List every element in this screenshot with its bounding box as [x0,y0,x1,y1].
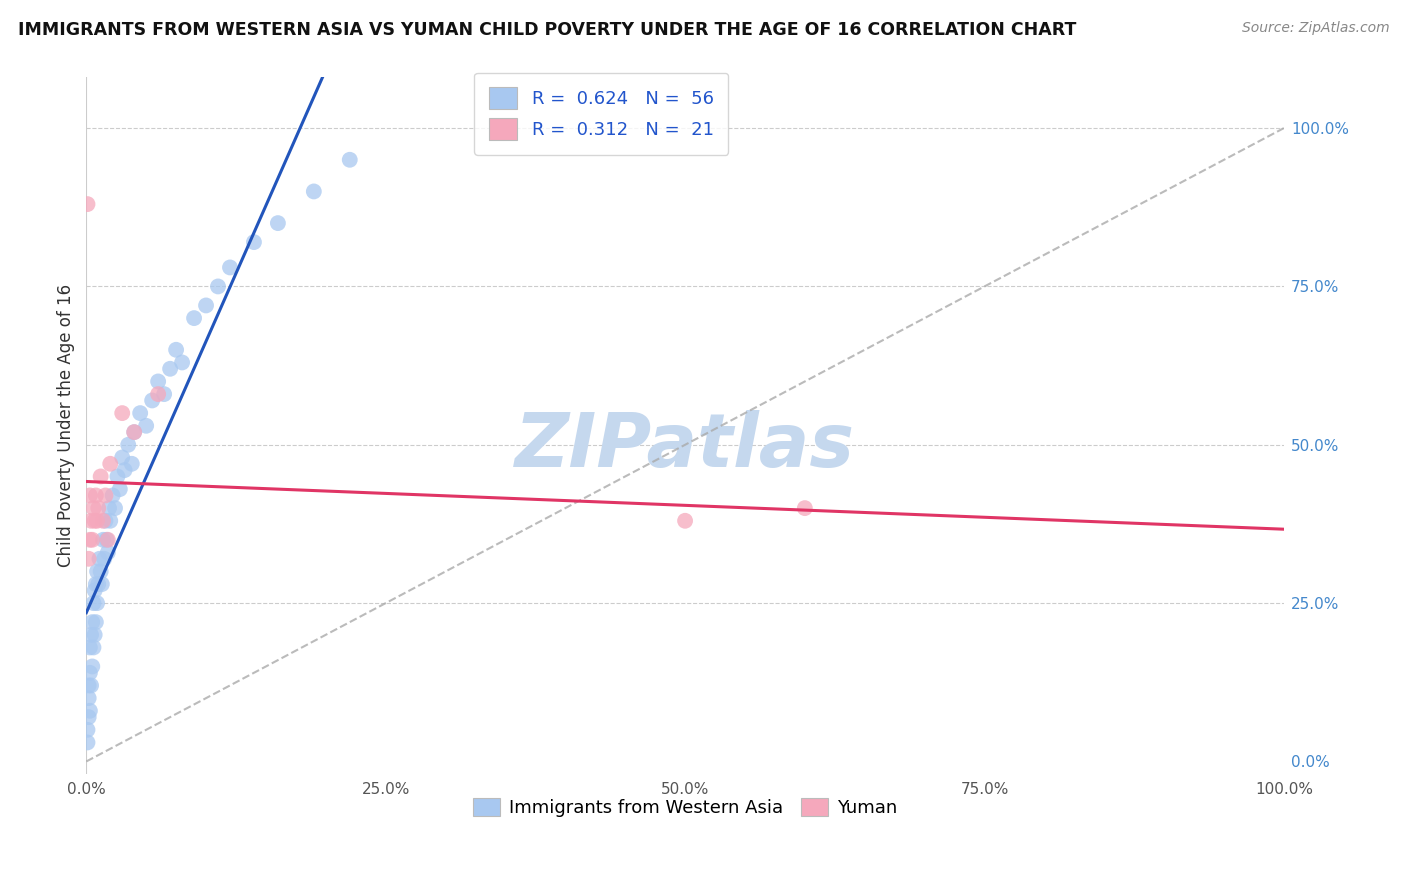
Point [114,463,136,477]
Point [165,343,187,357]
Point [84,488,107,502]
Point [98,514,121,528]
Point [76,197,98,211]
Point [83,628,105,642]
Point [87,501,110,516]
Point [79,665,101,680]
Point [82,615,104,629]
Point [83,514,105,528]
Point [122,425,145,439]
Point [108,482,131,496]
Point [146,387,169,401]
Point [79,704,101,718]
Point [117,438,139,452]
Point [195,298,218,312]
Point [86,514,108,528]
Point [98,457,121,471]
Point [97,533,120,547]
Point [219,260,242,275]
Point [96,533,118,547]
Point [141,393,163,408]
Point [82,596,104,610]
Point [80,514,103,528]
Point [79,640,101,655]
Point [89,551,111,566]
Point [90,565,112,579]
Point [82,659,104,673]
Point [111,406,134,420]
Point [82,640,104,655]
Point [135,418,157,433]
Point [94,514,117,528]
Text: IMMIGRANTS FROM WESTERN ASIA VS YUMAN CHILD POVERTY UNDER THE AGE OF 16 CORRELAT: IMMIGRANTS FROM WESTERN ASIA VS YUMAN CH… [18,21,1077,38]
Point [90,577,112,591]
Point [93,551,115,566]
Point [76,735,98,749]
Point [86,565,108,579]
Text: Source: ZipAtlas.com: Source: ZipAtlas.com [1241,21,1389,35]
Point [83,583,105,598]
Point [84,615,107,629]
Point [107,469,129,483]
Point [243,235,266,249]
Point [339,153,361,167]
Point [101,488,124,502]
Point [302,185,325,199]
Point [77,551,100,566]
Point [172,355,194,369]
Point [76,723,98,737]
Point [77,691,100,706]
Point [267,216,290,230]
Point [111,450,134,465]
Point [153,387,176,401]
Text: ZIPatlas: ZIPatlas [515,410,855,483]
Point [121,457,143,471]
Point [91,514,114,528]
Point [86,596,108,610]
Point [207,279,229,293]
Point [94,488,117,502]
Point [79,533,101,547]
Y-axis label: Child Poverty Under the Age of 16: Child Poverty Under the Age of 16 [58,285,75,567]
Point [673,514,696,528]
Point [79,488,101,502]
Point [183,311,205,326]
Point [129,406,152,420]
Point [97,545,120,559]
Point [77,678,100,692]
Point [98,501,121,516]
Point [104,501,127,516]
Point [80,678,103,692]
Point [87,577,110,591]
Point [159,361,181,376]
Point [793,501,815,516]
Point [80,628,103,642]
Point [82,501,104,516]
Point [84,577,107,591]
Point [91,533,114,547]
Legend: Immigrants from Western Asia, Yuman: Immigrants from Western Asia, Yuman [465,790,904,824]
Point [90,469,112,483]
Point [82,533,104,547]
Point [122,425,145,439]
Point [146,375,169,389]
Point [77,710,100,724]
